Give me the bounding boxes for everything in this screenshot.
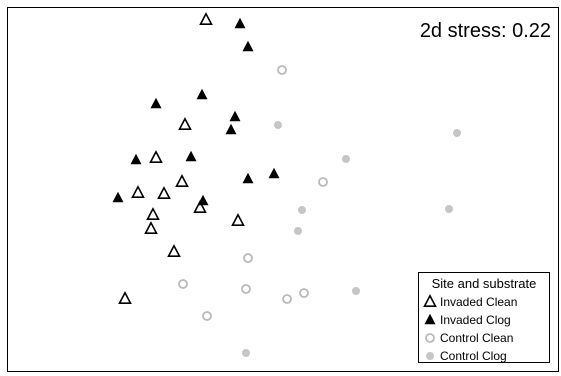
point-invaded-clog-10	[112, 191, 124, 203]
legend-label-invaded-clean: Invaded Clean	[440, 295, 517, 309]
point-control-clog-4	[445, 205, 453, 213]
point-control-clean-3	[178, 279, 188, 289]
point-invaded-clog-6	[130, 153, 142, 165]
point-invaded-clog-0	[234, 17, 246, 29]
point-control-clean-6	[299, 288, 309, 298]
point-invaded-clean-9	[167, 244, 181, 258]
point-control-clean-0	[277, 65, 287, 75]
point-invaded-clean-3	[175, 174, 189, 187]
point-invaded-clean-1	[178, 117, 192, 130]
point-invaded-clog-3	[196, 88, 208, 100]
legend-label-control-clean: Control Clean	[440, 331, 513, 345]
point-invaded-clean-4	[131, 185, 145, 198]
point-invaded-clean-6	[193, 200, 207, 213]
point-invaded-clean-8	[144, 221, 158, 234]
legend-marker-invaded-clean	[423, 294, 437, 308]
point-invaded-clog-9	[268, 167, 280, 179]
point-control-clog-1	[342, 155, 350, 163]
points-layer	[112, 12, 461, 357]
point-control-clog-5	[294, 227, 302, 235]
point-control-clog-3	[298, 206, 306, 214]
point-control-clog-2	[274, 121, 282, 129]
legend-label-control-clog: Control Clog	[440, 349, 507, 363]
point-invaded-clean-10	[231, 213, 245, 226]
legend-items: Invaded Clean Invaded Clog Control Clean Co…	[423, 294, 517, 363]
stress-annotation: 2d stress: 0.22	[420, 20, 551, 42]
point-invaded-clog-11	[197, 194, 209, 206]
point-invaded-clean-2	[149, 150, 163, 163]
point-control-clean-5	[282, 294, 292, 304]
legend-title: Site and substrate	[432, 276, 537, 291]
point-invaded-clog-7	[185, 150, 197, 162]
point-invaded-clog-1	[242, 40, 254, 52]
point-control-clean-2	[243, 253, 253, 263]
point-invaded-clog-4	[229, 110, 241, 122]
point-invaded-clog-2	[150, 97, 162, 109]
point-invaded-clean-7	[146, 207, 160, 220]
point-invaded-clean-5	[157, 186, 171, 199]
legend-label-invaded-clog: Invaded Clog	[440, 313, 511, 327]
point-control-clog-0	[453, 129, 461, 137]
point-control-clean-1	[318, 177, 328, 187]
point-invaded-clean-11	[118, 291, 132, 305]
point-invaded-clog-8	[242, 172, 254, 184]
point-control-clog-6	[352, 287, 360, 295]
point-control-clean-4	[241, 284, 251, 294]
legend-box	[418, 272, 550, 363]
point-invaded-clean-0	[199, 12, 213, 26]
point-invaded-clog-5	[225, 123, 237, 135]
legend-marker-control-clean	[425, 333, 435, 343]
legend-marker-invaded-clog	[424, 313, 436, 325]
point-control-clog-7	[242, 349, 250, 357]
legend-marker-control-clog	[426, 352, 434, 360]
point-control-clean-7	[202, 311, 212, 321]
legend: Site and substrate Invaded CleanInvaded …	[418, 272, 550, 363]
